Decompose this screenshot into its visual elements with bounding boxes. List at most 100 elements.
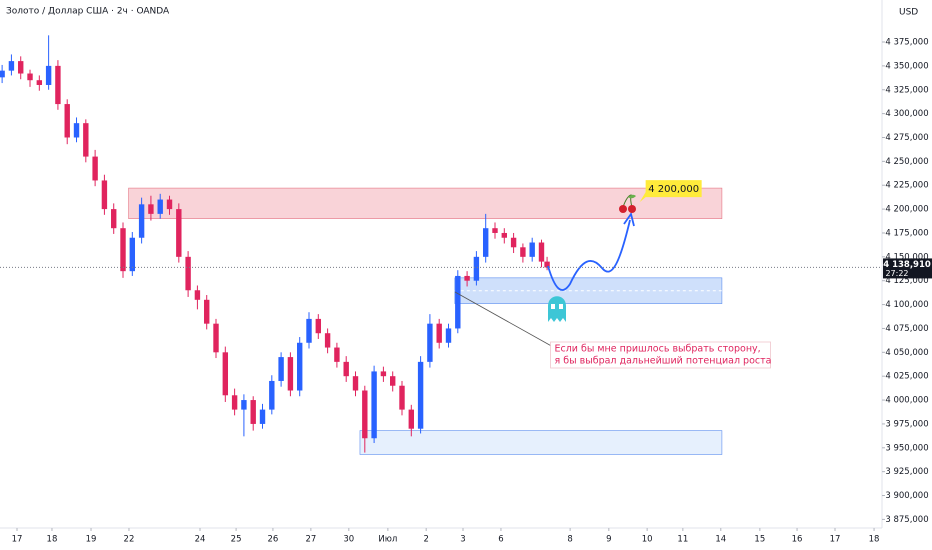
x-tick-label: 16	[792, 535, 803, 545]
candle-body	[101, 180, 108, 210]
candle-body	[417, 361, 424, 429]
x-tick-label: 26	[268, 535, 279, 545]
candle-body	[259, 409, 266, 424]
x-tick-label: 24	[195, 535, 206, 545]
candle-body	[18, 61, 24, 74]
y-tick-label: 4 075,000	[885, 324, 928, 334]
cherry-icon	[619, 194, 636, 213]
candle-body	[176, 209, 182, 257]
y-tick-label: 4 350,000	[885, 61, 928, 71]
x-tick-label: 30	[343, 535, 354, 545]
y-tick-label: 4 175,000	[885, 228, 928, 238]
note-line: я бы выбрал дальнейший потенциал роста	[555, 356, 772, 367]
x-tick-label: 17	[830, 535, 841, 545]
candle-body	[455, 275, 461, 329]
y-tick-label: 4 000,000	[885, 396, 928, 406]
projection-arrow	[547, 219, 631, 291]
target-label: 4 200,000	[648, 184, 699, 195]
y-tick-label: 3 975,000	[885, 419, 928, 429]
x-tick-label: 18	[869, 535, 880, 545]
y-tick-label: 4 375,000	[885, 38, 928, 48]
zones	[128, 187, 723, 455]
candle-body	[157, 199, 163, 214]
candles	[0, 35, 550, 453]
x-tick-label: 6	[498, 535, 503, 545]
candle-body	[0, 70, 5, 78]
candle-body	[427, 323, 433, 362]
y-tick-label: 4 025,000	[885, 372, 928, 382]
candle-body	[204, 299, 210, 324]
y-tick-label: 4 275,000	[885, 133, 928, 143]
candle-body	[510, 237, 517, 248]
candle-body	[231, 395, 238, 410]
x-tick-label: 18	[47, 535, 58, 545]
candle-body	[315, 318, 322, 334]
candle-body	[129, 237, 136, 272]
ticks: 3 875,000 3 900,000 3 925,000 3 950,000 3 97…	[12, 38, 929, 545]
candle-body	[334, 347, 340, 362]
candle-body	[324, 333, 331, 348]
candle-body	[111, 209, 117, 229]
arrow-head	[623, 211, 635, 227]
candle-body	[352, 376, 359, 391]
candle-body	[362, 390, 368, 439]
last-price-label: 4 138,910	[883, 260, 931, 270]
candle-body	[73, 123, 80, 138]
x-tick-label: 3	[460, 535, 465, 545]
x-tick-label: 11	[677, 535, 688, 545]
chart-title: Золото / Доллар США · 2ч · OANDA	[6, 7, 170, 17]
overlays: 4 200,000 Если бы мне пришлось выбрать ст…	[0, 180, 882, 369]
candle-body	[83, 123, 89, 157]
candle-body	[120, 228, 126, 272]
candle-body	[213, 323, 219, 353]
candle-body	[501, 232, 507, 238]
candle-body	[64, 104, 70, 138]
candle-body	[287, 357, 294, 391]
candle-body	[390, 376, 396, 386]
candle-body	[27, 73, 33, 81]
candle-body	[297, 342, 303, 391]
candle-body	[278, 357, 284, 381]
y-tick-label: 4 200,000	[885, 205, 928, 215]
candle-body	[306, 318, 312, 343]
candle-body	[371, 371, 377, 439]
x-tick-label: 14	[715, 535, 726, 545]
currency[interactable]: USD	[899, 8, 918, 18]
x-tick-label: 25	[231, 535, 242, 545]
candle-body	[538, 242, 545, 262]
candle-body	[166, 199, 173, 210]
y-tick-label: 4 150,000	[885, 252, 928, 262]
x-tick-label: 10	[642, 535, 653, 545]
y-tick-label: 4 100,000	[885, 300, 928, 310]
candle-body	[194, 290, 201, 300]
y-tick-label: 3 950,000	[885, 443, 928, 453]
candle-body	[250, 400, 256, 424]
candle-body	[544, 261, 550, 268]
candle-body	[92, 156, 98, 181]
y-tick-label: 4 050,000	[885, 348, 928, 358]
candle-body	[492, 228, 498, 233]
y-tick-label: 4 225,000	[885, 181, 928, 191]
zone	[128, 187, 723, 219]
countdown: 27:22	[885, 269, 908, 278]
x-tick-label: 19	[86, 535, 97, 545]
y-tick-label: 3 925,000	[885, 467, 928, 477]
note-line: Если бы мне пришлось выбрать сторону,	[555, 344, 761, 355]
candle-body	[185, 256, 191, 291]
zone	[359, 430, 723, 455]
x-tick-label: 17	[12, 535, 23, 545]
y-tick-label: 4 250,000	[885, 157, 928, 167]
candle-body	[55, 65, 61, 105]
candle-body	[473, 256, 480, 281]
x-tick-label: Июл	[378, 535, 397, 545]
note-box	[550, 341, 771, 369]
last-price-box	[883, 258, 932, 279]
y-tick-label: 4 300,000	[885, 109, 928, 119]
x-tick-label: 2	[423, 535, 428, 545]
y-tick-label: 3 875,000	[885, 515, 928, 525]
candle-body	[36, 80, 43, 85]
y-tick-label: 4 325,000	[885, 85, 928, 95]
candle-body	[222, 352, 229, 396]
